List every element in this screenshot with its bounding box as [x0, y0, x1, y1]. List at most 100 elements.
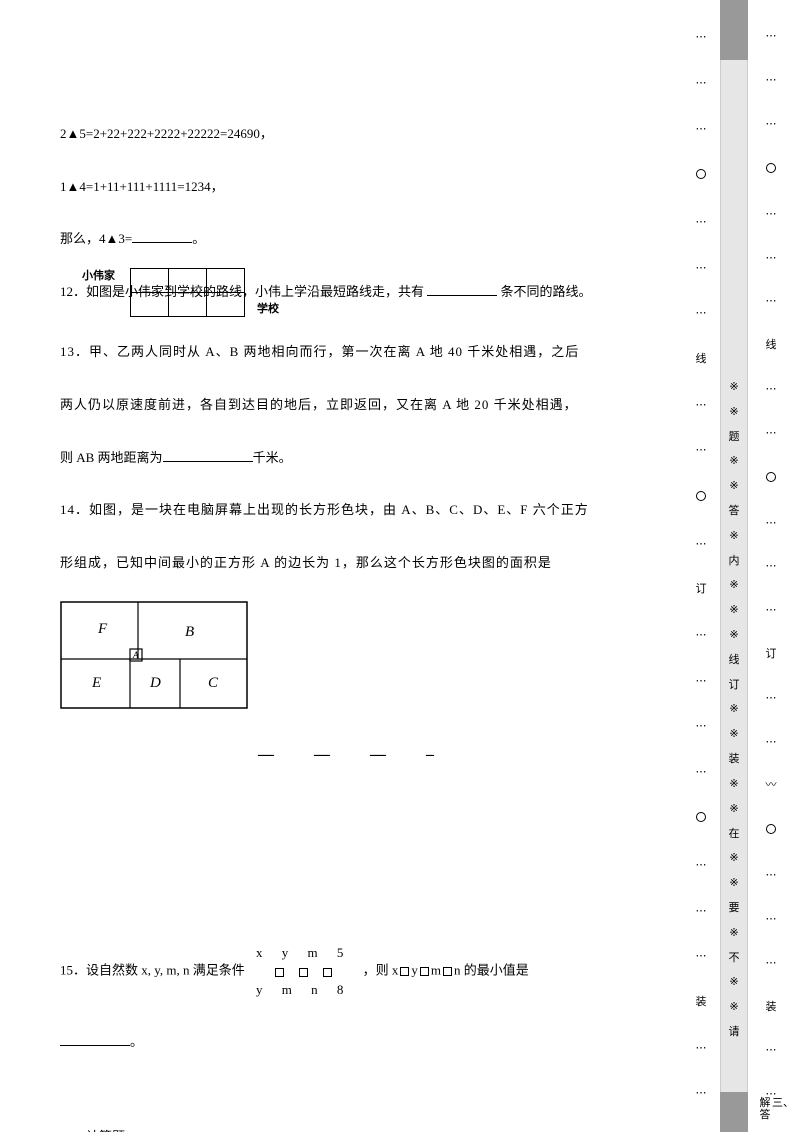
- dots-icon: ⋯: [766, 75, 777, 86]
- box-icon: [420, 967, 429, 976]
- star-icon: ※: [729, 729, 738, 740]
- star-icon: ※: [729, 531, 738, 542]
- dots-icon: ⋯: [696, 217, 707, 228]
- dots-icon: ⋯: [766, 870, 777, 881]
- svg-text:F: F: [97, 621, 108, 637]
- star-icon: ※: [729, 1002, 738, 1013]
- svg-text:A: A: [132, 650, 139, 660]
- box-icon: [443, 967, 452, 976]
- q-top-line3-pre: 那么，4▲3=: [60, 231, 132, 246]
- q13-l1: 13．甲、乙两人同时从 A、B 两地相向而行，第一次在离 A 地 40 千米处相…: [60, 338, 650, 367]
- q-top-line3: 那么，4▲3= 。: [60, 225, 650, 254]
- q15-mid2: y: [411, 963, 418, 978]
- route-grid: [130, 268, 245, 317]
- dashes-row: — — — –: [60, 746, 650, 764]
- circle-icon: [696, 812, 706, 825]
- dots-icon: ⋯: [766, 384, 777, 395]
- star-icon: ※: [729, 779, 738, 790]
- dots-icon: ⋯: [696, 445, 707, 456]
- margin-col-right: ⋯ ⋯ ⋯ ⋯ ⋯ ⋯ 线 ⋯ ⋯ ⋯ ⋯ ⋯ 订 ⋯ ⋯ 〰 ⋯ ⋯ ⋯ 装 …: [760, 0, 782, 1132]
- sidebar-gray-top: [720, 0, 748, 60]
- star-icon: ※: [729, 804, 738, 815]
- q12-figure: 小伟家 学校: [130, 268, 245, 317]
- dots-icon: ⋯: [766, 693, 777, 704]
- svg-text:C: C: [208, 675, 219, 691]
- grid-cell: [169, 268, 207, 292]
- dots-icon: ⋯: [696, 951, 707, 962]
- circle-icon: [766, 824, 776, 837]
- blank-q15[interactable]: [60, 1033, 130, 1046]
- star-icon: ※: [729, 382, 738, 393]
- q13-l3: 则 AB 两地距离为 千米。: [60, 444, 650, 473]
- dots-icon: ⋯: [766, 428, 777, 439]
- label-ding: 订: [696, 584, 707, 595]
- dots-icon: ⋯: [696, 767, 707, 778]
- label-zhuang: 装: [696, 997, 707, 1008]
- star-icon: ※: [729, 878, 738, 889]
- box-icon: [299, 968, 308, 977]
- dots-icon: ⋯: [696, 539, 707, 550]
- content-area: 2▲5=2+22+222+2222+22222=24690， 1▲4=1+11+…: [60, 0, 650, 1132]
- label-home: 小伟家: [82, 264, 115, 288]
- q13-l3-post: 千米。: [253, 450, 292, 465]
- label-school: 学校: [257, 297, 279, 321]
- jieda-text: 解答: [758, 1097, 772, 1122]
- q15-post: 。: [130, 1034, 143, 1049]
- dots-icon: ⋯: [696, 400, 707, 411]
- blank-q12[interactable]: [427, 283, 497, 296]
- star-icon: ※: [729, 928, 738, 939]
- star-icon: ※: [729, 977, 738, 988]
- san-text: 三、: [772, 1097, 794, 1110]
- dots-icon: ⋯: [696, 124, 707, 135]
- dots-icon: ⋯: [696, 630, 707, 641]
- margin-col-mid: ※ ※ 题 ※ ※ 答 ※ 内 ※ ※ ※ 线 订 ※ ※ 装 ※ ※ 在 ※ …: [720, 360, 748, 1060]
- grid-cell: [131, 292, 169, 316]
- star-icon: ※: [729, 407, 738, 418]
- dots-icon: ⋯: [696, 263, 707, 274]
- star-icon: ※: [729, 481, 738, 492]
- circle-icon: [766, 163, 776, 176]
- q-top-line3-post: 。: [192, 231, 205, 246]
- label-qing: 请: [729, 1027, 740, 1038]
- dots-icon: ⋯: [766, 518, 777, 529]
- squares-svg: F B A E D C: [60, 601, 250, 711]
- svg-text:B: B: [185, 624, 194, 640]
- label-ding2: 订: [729, 680, 740, 691]
- question-15: 15．设自然数 x, y, m, n 满足条件 x y m 5 y m n 8 …: [60, 944, 650, 1056]
- star-icon: ※: [729, 853, 738, 864]
- label-zai: 在: [729, 829, 740, 840]
- q13-l2: 两人仍以原速度前进，各自到达目的地后，立即返回，又在离 A 地 20 千米处相遇…: [60, 391, 650, 420]
- section-3-label: 三、 解答: [780, 1097, 794, 1122]
- label-da: 答: [729, 506, 740, 517]
- dots-icon: ⋯: [696, 1043, 707, 1054]
- q15-row1: x y m 5: [256, 945, 351, 960]
- q15-fraction: x y m 5 y m n 8: [256, 944, 351, 999]
- question-12: 12．如图是小伟家到学校的路线，小伟上学沿最短路线走，共有 条不同的路线。 小伟…: [60, 278, 650, 307]
- label-xian2: 线: [729, 655, 740, 666]
- blank-q13[interactable]: [163, 449, 253, 462]
- dots-icon: ⋯: [766, 209, 777, 220]
- wavy-icon: 〰: [766, 780, 777, 791]
- box-icon: [275, 968, 284, 977]
- dots-icon: ⋯: [696, 860, 707, 871]
- box-icon: [323, 968, 332, 977]
- q13-l3-pre: 则 AB 两地距离为: [60, 450, 163, 465]
- star-icon: ※: [729, 704, 738, 715]
- blank-4a3[interactable]: [132, 230, 192, 243]
- label-yao: 要: [729, 903, 740, 914]
- dots-icon: ⋯: [766, 253, 777, 264]
- q15-pre: 15．设自然数 x, y, m, n 满足条件: [60, 963, 245, 978]
- circle-icon: [696, 169, 706, 182]
- q-top-line2: 1▲4=1+11+111+1111=1234，: [60, 173, 650, 202]
- svg-text:D: D: [149, 675, 161, 691]
- star-icon: ※: [729, 456, 738, 467]
- sidebar-gray-bottom: [720, 1092, 748, 1132]
- spacer: [60, 330, 650, 338]
- label-bu: 不: [729, 953, 740, 964]
- q14-l2: 形组成，已知中间最小的正方形 A 的边长为 1，那么这个长方形色块图的面积是: [60, 549, 650, 578]
- label-zhuang2: 装: [729, 754, 740, 765]
- q15-mid4: n 的最小值是: [454, 963, 529, 978]
- dots-icon: ⋯: [766, 958, 777, 969]
- margin-col-left: ⋯ ⋯ ⋯ ⋯ ⋯ ⋯ 线 ⋯ ⋯ ⋯ 订 ⋯ ⋯ ⋯ ⋯ ⋯ ⋯ ⋯ 装 ⋯ …: [690, 0, 712, 1132]
- grid-cell: [207, 292, 245, 316]
